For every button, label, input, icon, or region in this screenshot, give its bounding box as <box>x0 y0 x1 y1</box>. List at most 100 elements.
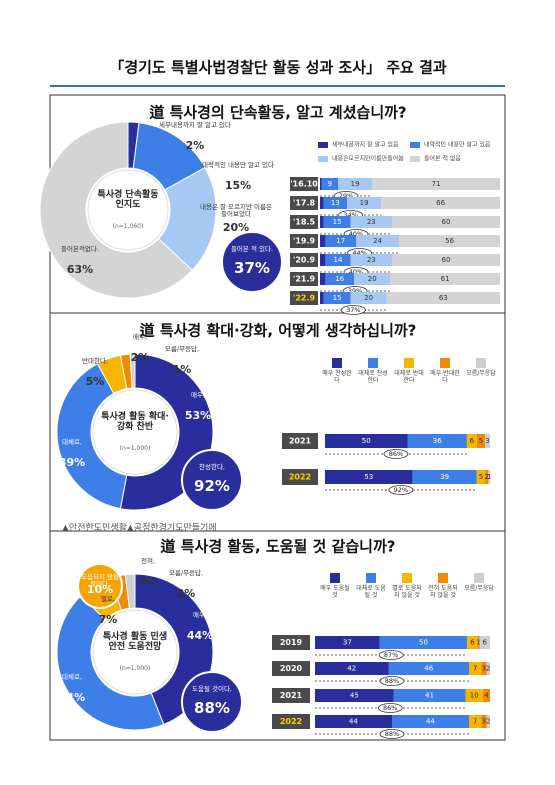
bar-segment <box>320 178 322 190</box>
pie-slice <box>124 573 136 609</box>
slice-value: 2% <box>130 351 150 364</box>
highlight-oval <box>377 703 403 713</box>
bar-segment <box>390 273 500 285</box>
pie-hole <box>87 169 169 251</box>
highlight-oval <box>383 449 409 459</box>
slice-category: 매우, <box>132 333 148 341</box>
year-box <box>290 272 318 286</box>
bar-segment <box>320 235 326 247</box>
legend-swatch <box>476 358 486 368</box>
year-label: '21.9 <box>293 275 316 284</box>
slice-value: 44% <box>58 691 86 704</box>
segment-label: 44 <box>349 718 358 726</box>
bar-segment <box>320 254 326 266</box>
segment-label: 2 <box>486 718 490 726</box>
summary-label: 도움되지 않을 것이다, <box>81 572 119 589</box>
highlight-label: 40% <box>349 230 363 238</box>
highlight-label: 37% <box>346 306 360 314</box>
bar-segment <box>483 689 490 702</box>
slice-category: 반대한다, <box>82 357 108 365</box>
pie-slice <box>157 166 217 271</box>
bar-segment <box>325 235 356 247</box>
year-label: '22.9 <box>293 294 316 303</box>
bar-segment <box>354 273 391 285</box>
slice-category: 내용은 잘 모르지만 이름은 들어보았다 <box>200 203 272 219</box>
slice-value: 39% <box>58 456 86 469</box>
highlight-oval <box>388 485 414 495</box>
legend-swatch <box>368 358 378 368</box>
year-box <box>290 234 318 248</box>
legend-label: 대체로 찬성한다 <box>358 370 388 384</box>
segment-label: 41 <box>425 692 434 700</box>
slice-value: 63% <box>66 263 94 276</box>
bar-segment <box>315 636 380 649</box>
segment-label: 36 <box>433 437 442 445</box>
pie-slice <box>129 353 136 389</box>
slice-value: 2% <box>185 139 205 152</box>
segment-label: 15 <box>333 294 342 302</box>
bar-segment <box>399 235 500 247</box>
legend-swatch <box>474 573 484 583</box>
bar-segment <box>323 197 347 209</box>
summary-value: 37% <box>234 259 270 277</box>
slice-value: 3% <box>138 575 158 588</box>
segment-label: 1 <box>487 473 491 481</box>
segment-label: 53 <box>364 473 373 481</box>
year-label: 2021 <box>289 437 312 446</box>
highlight-label: 40% <box>349 268 363 276</box>
highlight-label: 39% <box>348 287 362 295</box>
bar-segment <box>379 636 468 649</box>
year-box <box>290 291 318 305</box>
slice-category: 대체로, <box>61 438 82 446</box>
year-box <box>290 177 318 191</box>
segment-label: 3 <box>482 665 486 673</box>
pie-slice <box>39 121 193 299</box>
year-box <box>290 196 318 210</box>
segment-label: 24 <box>373 237 382 245</box>
highlight-label: 88% <box>385 730 399 738</box>
segment-label: 66 <box>436 199 445 207</box>
segment-label: 16 <box>335 275 344 283</box>
bar-segment <box>488 470 490 484</box>
bar-segment <box>323 292 351 304</box>
legend-label: 매우 찬성한다 <box>322 370 352 384</box>
panel-title: 道 특사경 활동, 도움될 것 같습니까? <box>161 538 396 556</box>
sample-size: (n=1,060) <box>112 223 144 230</box>
bar-segment <box>486 662 490 675</box>
segment-label: 23 <box>367 218 376 226</box>
bar-segment <box>315 689 394 702</box>
summary-value: 10% <box>86 583 114 596</box>
legend-label: 매우 도움될 것 <box>320 585 350 599</box>
bar-segment <box>347 197 382 209</box>
legend-swatch <box>318 156 328 162</box>
bar-segment <box>350 292 387 304</box>
bar-segment <box>393 689 466 702</box>
segment-label: 63 <box>439 294 448 302</box>
legend-swatch <box>410 156 420 162</box>
bar-segment <box>465 689 483 702</box>
legend-swatch <box>332 358 342 368</box>
summary-label: 찬성한다, <box>199 462 225 471</box>
bar-segment <box>407 434 467 448</box>
slice-value: 7% <box>98 613 118 626</box>
bar-segment <box>466 434 477 448</box>
center-label: 특사경 활동 민생안전 도움전망 <box>102 632 168 653</box>
segment-label: 56 <box>445 237 454 245</box>
legend-swatch <box>366 573 376 583</box>
bar-segment <box>481 715 487 728</box>
bar-segment <box>356 235 400 247</box>
bar-segment <box>320 292 324 304</box>
bar-segment <box>469 715 482 728</box>
summary-value: 88% <box>194 699 230 717</box>
bar-segment <box>325 434 408 448</box>
legend-label: 전혀 도움되지 않을 것 <box>428 585 458 599</box>
segment-label: 20 <box>364 294 373 302</box>
slice-value: 1% <box>172 363 192 376</box>
segment-label: 5 <box>479 473 483 481</box>
segment-label: 5 <box>479 437 483 445</box>
bar-segment <box>412 470 477 484</box>
bar-segment <box>350 216 392 228</box>
segment-label: 4 <box>484 692 489 700</box>
highlight-label: 86% <box>389 450 403 458</box>
